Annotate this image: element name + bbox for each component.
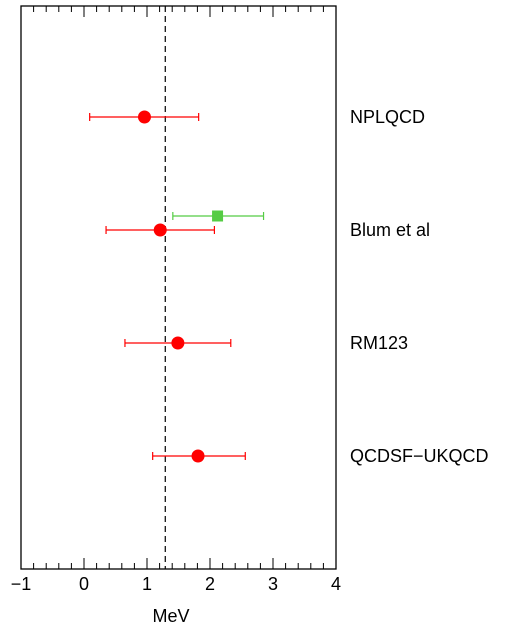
row-label: Blum et al xyxy=(350,220,430,240)
x-tick-label: 1 xyxy=(142,574,152,594)
data-point-square xyxy=(212,210,224,222)
data-point xyxy=(153,223,167,237)
x-tick-label: −1 xyxy=(11,574,32,594)
data-marks xyxy=(89,110,265,463)
row-labels: NPLQCD Blum et al RM123 QCDSF−UKQCD xyxy=(350,107,489,466)
plot-frame xyxy=(20,5,337,570)
x-tick-label: 3 xyxy=(268,574,278,594)
row-label: RM123 xyxy=(350,333,408,353)
x-axis-label: MeV xyxy=(152,606,189,626)
x-tick-label: 4 xyxy=(331,574,341,594)
row-label: NPLQCD xyxy=(350,107,425,127)
data-point xyxy=(137,110,151,124)
row-label: QCDSF−UKQCD xyxy=(350,446,489,466)
data-point xyxy=(191,449,205,463)
data-point xyxy=(171,336,185,350)
x-tick-label: 2 xyxy=(205,574,215,594)
x-tick-labels: −1 0 1 2 3 4 xyxy=(11,574,341,594)
x-tick-label: 0 xyxy=(79,574,89,594)
axis-ticks xyxy=(20,6,337,569)
